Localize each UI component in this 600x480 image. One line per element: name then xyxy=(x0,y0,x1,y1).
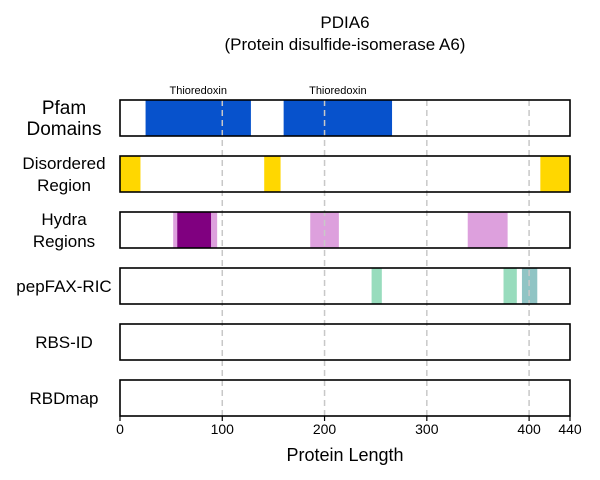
track-segment xyxy=(264,156,281,192)
domain-label: Thioredoxin xyxy=(169,85,226,97)
track-segment xyxy=(283,100,393,136)
track-label: Regions xyxy=(33,232,95,251)
track-background xyxy=(120,380,570,416)
domain-label: Thioredoxin xyxy=(309,85,366,97)
x-axis: 0 100 200 300 400 440 xyxy=(116,416,582,437)
track-segment xyxy=(540,156,570,192)
track: RBS-ID xyxy=(35,324,570,360)
x-tick-label: 100 xyxy=(211,421,235,437)
track-segment xyxy=(503,268,517,304)
x-tick-label: 0 xyxy=(116,421,124,437)
x-tick-label: 300 xyxy=(415,421,439,437)
track-segment xyxy=(120,156,141,192)
track-segment xyxy=(467,212,508,248)
track-background xyxy=(120,268,570,304)
track-label: RBDmap xyxy=(30,389,99,408)
track-label: Domains xyxy=(27,119,102,140)
track-label: Disordered xyxy=(22,154,105,173)
track-border xyxy=(119,211,571,249)
track-border xyxy=(119,155,571,193)
track: RBDmap xyxy=(30,380,570,416)
track-label: RBS-ID xyxy=(35,333,93,352)
track-background xyxy=(120,324,570,360)
x-axis-label: Protein Length xyxy=(286,445,403,465)
track-label: Pfam xyxy=(42,98,86,119)
track-border xyxy=(119,99,571,137)
chart-subtitle: (Protein disulfide-isomerase A6) xyxy=(225,35,466,54)
track-label: pepFAX-RIC xyxy=(16,277,111,296)
track: Disordered Region xyxy=(22,154,570,195)
track-border xyxy=(119,323,571,361)
track: Hydra Regions xyxy=(33,210,570,251)
track: pepFAX-RIC xyxy=(16,268,570,304)
track-border xyxy=(119,267,571,305)
grid-layer xyxy=(221,100,530,416)
track-label: Region xyxy=(37,176,91,195)
track-segment xyxy=(177,212,212,248)
x-tick-label: 400 xyxy=(517,421,541,437)
x-tick-label: 440 xyxy=(558,421,582,437)
track-label: Hydra xyxy=(41,210,87,229)
track-segment xyxy=(145,100,251,136)
track-segment xyxy=(371,268,382,304)
track-background xyxy=(120,156,570,192)
track-border xyxy=(119,379,571,417)
chart-title: PDIA6 xyxy=(320,13,369,32)
x-tick-label: 200 xyxy=(313,421,337,437)
